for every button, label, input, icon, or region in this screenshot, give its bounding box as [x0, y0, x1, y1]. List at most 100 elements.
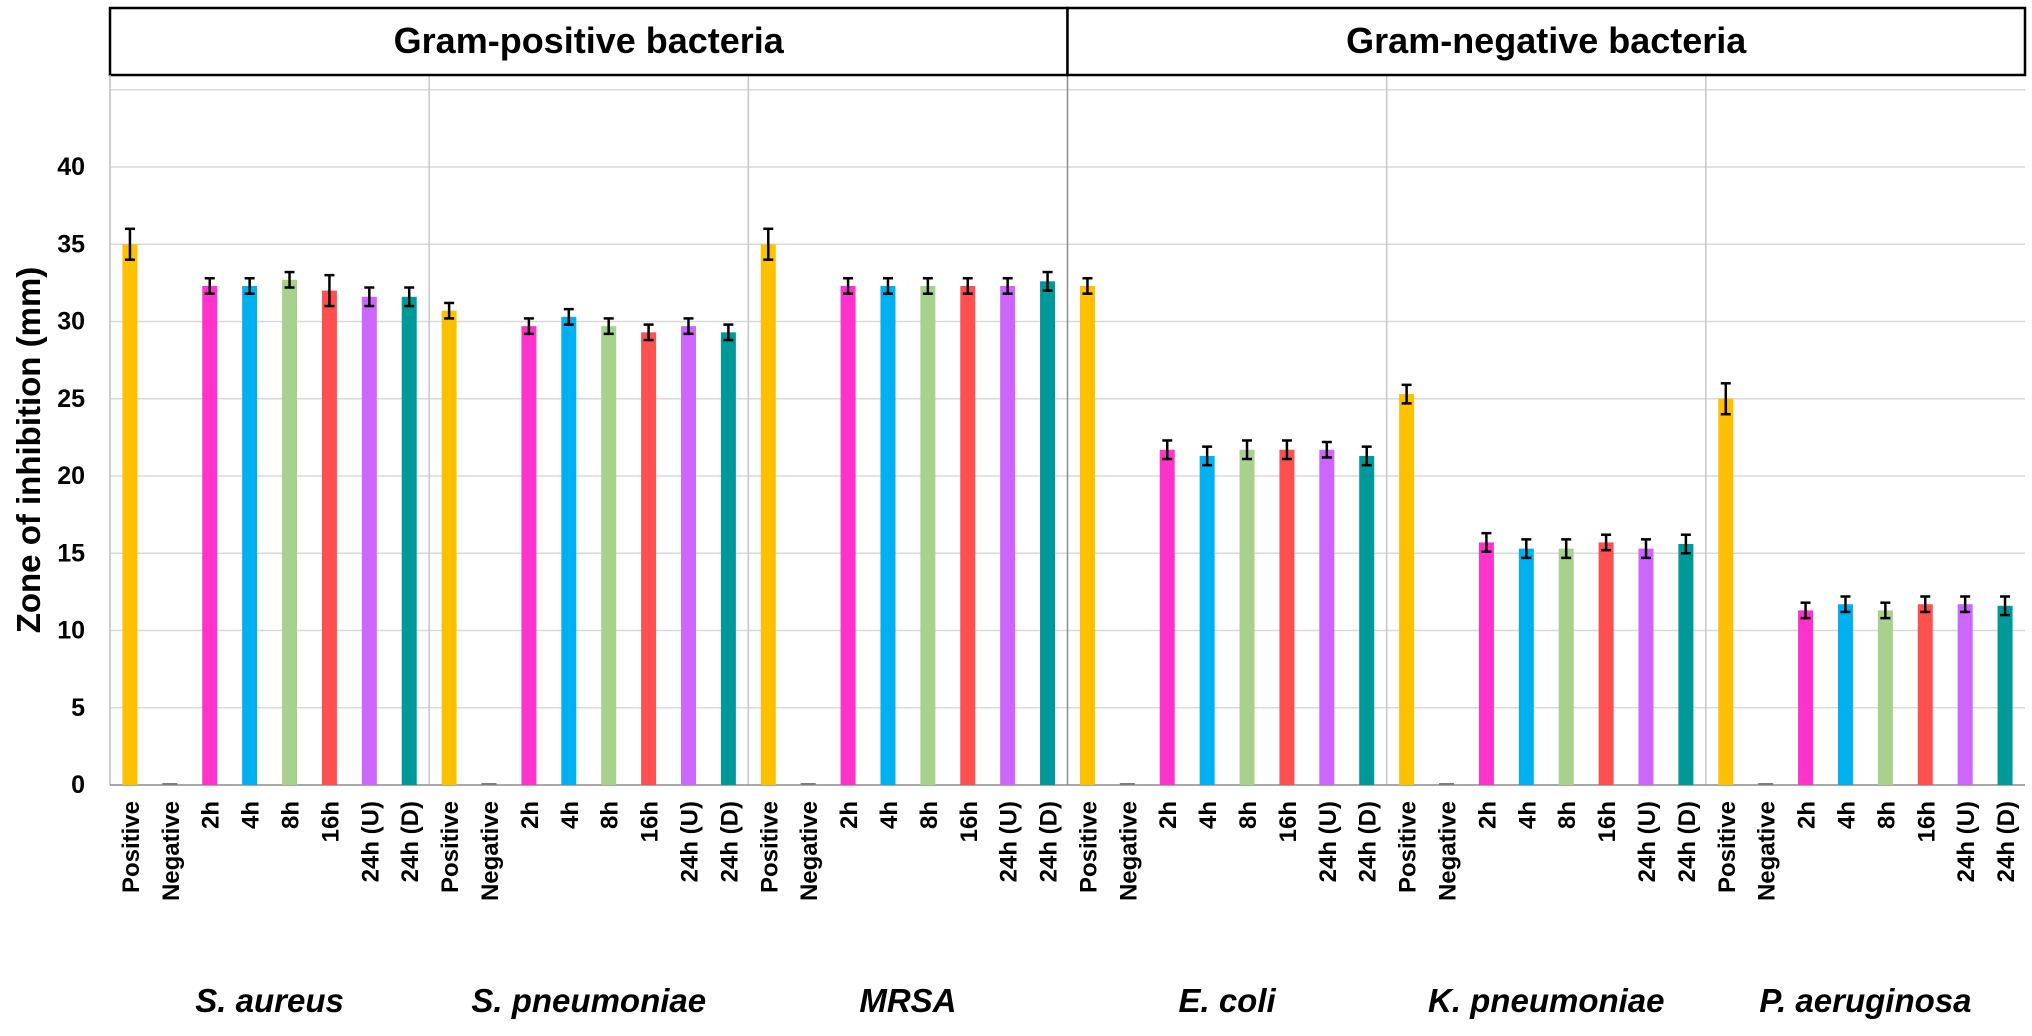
- y-tick-label: 15: [57, 539, 85, 567]
- bar: [1000, 285, 1016, 785]
- x-tick-label: 16h: [956, 801, 983, 842]
- bar: [1399, 394, 1415, 785]
- bar: [401, 296, 417, 785]
- bar: [1119, 783, 1135, 785]
- x-tick-label: 16h: [1594, 801, 1621, 842]
- bar: [641, 332, 657, 785]
- error-bar: [843, 276, 854, 295]
- error-bar: [324, 273, 335, 308]
- error-bar: [444, 301, 455, 320]
- x-tick-label: 8h: [597, 801, 624, 829]
- x-tick-label: 24h (U): [996, 801, 1023, 882]
- bar: [720, 332, 736, 785]
- x-tick-label: 8h: [278, 801, 305, 829]
- y-axis-title: Zone of inhibition (mm): [10, 267, 47, 634]
- x-tick-label: 2h: [198, 801, 225, 829]
- bar: [1798, 610, 1814, 785]
- x-tick-label: 2h: [836, 801, 863, 829]
- bar: [1040, 281, 1056, 785]
- x-tick-label: 4h: [1195, 801, 1222, 829]
- y-tick-label: 20: [57, 462, 85, 490]
- x-tick-label: 24h (U): [676, 801, 703, 882]
- y-tick-label: 10: [57, 617, 85, 645]
- y-tick-label: 30: [57, 308, 85, 336]
- x-tick-label: 4h: [1514, 801, 1541, 829]
- y-tick-label: 0: [71, 771, 85, 799]
- error-bar: [204, 276, 215, 295]
- x-tick-label: 4h: [557, 801, 584, 829]
- error-bar: [1521, 538, 1532, 560]
- x-tick-label: Negative: [796, 801, 823, 901]
- bar: [1159, 449, 1175, 785]
- error-bar: [1242, 439, 1253, 461]
- error-bar: [124, 227, 135, 261]
- bar: [680, 326, 696, 785]
- group-name-label: P. aeruginosa: [1759, 982, 1971, 1019]
- error-bar: [603, 317, 614, 336]
- bar: [760, 244, 776, 785]
- bar: [162, 783, 178, 785]
- group-name-label: S. pneumoniae: [471, 982, 706, 1019]
- x-tick-label: 24h (D): [1036, 801, 1063, 882]
- bar: [561, 316, 577, 785]
- x-tick-label: Negative: [1754, 801, 1781, 901]
- x-tick-label: 24h (D): [1993, 801, 2020, 882]
- x-tick-label: Positive: [1714, 801, 1741, 893]
- bar: [1758, 783, 1774, 785]
- error-bar: [643, 323, 654, 342]
- bar: [481, 783, 497, 785]
- error-bar: [2000, 595, 2011, 617]
- error-bar: [683, 317, 694, 336]
- error-bar: [1640, 538, 1651, 560]
- x-tick-label: 24h (U): [357, 801, 384, 882]
- x-tick-label: 16h: [1913, 801, 1940, 842]
- bar: [1678, 543, 1694, 785]
- bar: [361, 296, 377, 785]
- x-tick-label: 24h (U): [1634, 801, 1661, 882]
- x-tick-label: 8h: [1554, 801, 1581, 829]
- error-bar: [404, 286, 415, 308]
- bar: [1319, 449, 1335, 785]
- error-bar: [723, 323, 734, 342]
- x-tick-label: 24h (U): [1315, 801, 1342, 882]
- bar: [202, 285, 218, 785]
- x-tick-label: 8h: [916, 801, 943, 829]
- x-tick-label: Negative: [158, 801, 185, 901]
- bar: [1957, 604, 1973, 785]
- bar: [1439, 783, 1455, 785]
- group-name-label: K. pneumoniae: [1428, 982, 1665, 1019]
- x-tick-label: 4h: [876, 801, 903, 829]
- bar: [1598, 542, 1614, 785]
- y-tick-label: 35: [57, 230, 85, 258]
- error-bar: [1002, 276, 1013, 295]
- error-bar: [882, 276, 893, 295]
- error-bar: [1361, 445, 1372, 467]
- bar: [1199, 455, 1215, 785]
- header-box: [1066, 6, 2027, 77]
- error-bar: [1481, 531, 1492, 553]
- error-bar: [244, 276, 255, 295]
- x-tick-label: Negative: [477, 801, 504, 901]
- x-tick-label: 4h: [238, 801, 265, 829]
- bar: [1558, 548, 1574, 785]
- error-bar: [1082, 276, 1093, 295]
- error-bar: [364, 286, 375, 308]
- error-bar: [1960, 595, 1971, 614]
- bar: [1997, 605, 2013, 785]
- error-bar: [1720, 382, 1731, 416]
- bar: [1638, 548, 1654, 785]
- bar: [800, 783, 816, 785]
- bar: [1877, 610, 1893, 785]
- bar: [321, 290, 337, 785]
- y-tick-label: 25: [57, 385, 85, 413]
- y-tick-label: 40: [57, 153, 85, 181]
- error-bar: [763, 227, 774, 261]
- x-tick-label: Positive: [118, 801, 145, 893]
- bar: [282, 279, 298, 785]
- error-bar: [1561, 538, 1572, 560]
- bar: [122, 244, 138, 785]
- bar: [1079, 285, 1095, 785]
- x-tick-label: Positive: [1075, 801, 1102, 893]
- error-bar: [523, 317, 534, 336]
